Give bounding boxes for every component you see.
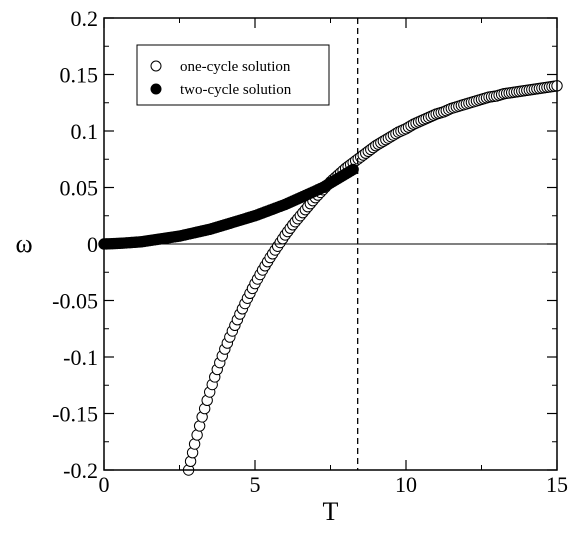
y-tick-label: -0.05 xyxy=(52,289,98,314)
reference-lines xyxy=(104,18,557,470)
legend-box xyxy=(136,44,330,106)
legend-label-one-cycle: one-cycle solution xyxy=(180,59,291,75)
y-tick-label: 0.1 xyxy=(71,119,99,144)
x-tick-label: 0 xyxy=(99,472,110,497)
legend-label-two-cycle: two-cycle solution xyxy=(180,82,292,98)
axis-ticks xyxy=(103,17,558,471)
legend-marker-one-cycle xyxy=(150,60,162,72)
data-points xyxy=(98,80,563,476)
y-tick-label: 0 xyxy=(87,232,98,257)
y-tick-label: 0.05 xyxy=(60,176,99,201)
y-tick-label: -0.1 xyxy=(63,345,98,370)
x-tick-label: 10 xyxy=(395,472,417,497)
y-tick-label: 0.15 xyxy=(60,63,99,88)
legend: one-cycle solution two-cycle solution xyxy=(136,44,330,106)
y-tick-label: 0.2 xyxy=(71,6,99,31)
legend-marker-two-cycle xyxy=(150,83,162,95)
series-one-cycle xyxy=(182,80,563,476)
x-tick-label: 15 xyxy=(546,472,568,497)
y-axis-label: ω xyxy=(15,229,32,258)
y-tick-label: -0.2 xyxy=(63,458,98,483)
data-point xyxy=(347,163,359,176)
tick-labels: 0 5 10 15 -0.2 -0.15 -0.1 -0.05 0 0.05 0.1 0.15 0.2 xyxy=(52,6,568,497)
series-two-cycle xyxy=(98,163,359,250)
y-tick-label: -0.15 xyxy=(52,402,98,427)
x-axis-label: T xyxy=(323,497,339,526)
x-tick-label: 5 xyxy=(250,472,261,497)
